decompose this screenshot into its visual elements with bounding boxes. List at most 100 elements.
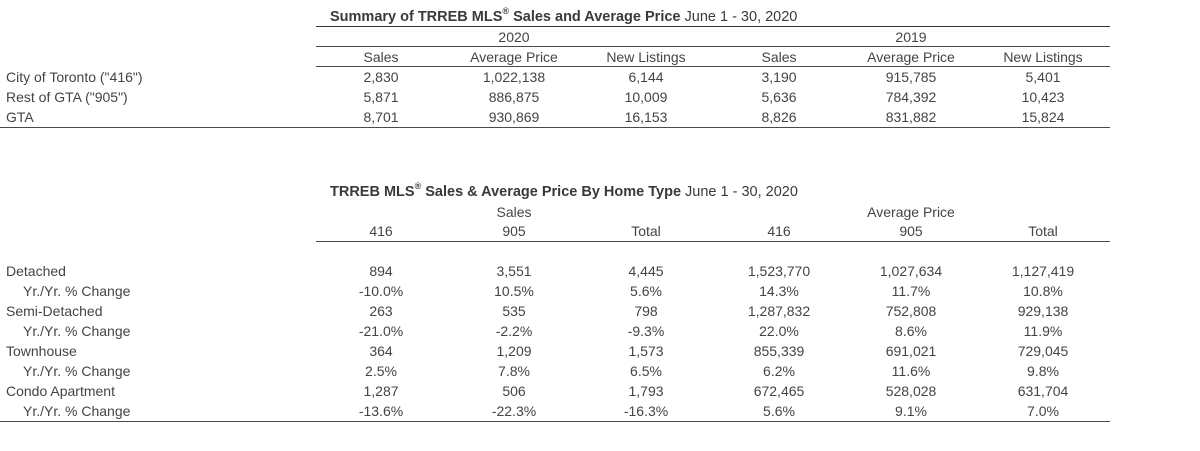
table-cell: 1,027,634	[879, 263, 943, 279]
table-cell: 3,190	[761, 69, 797, 85]
table-1-bottom-rule	[0, 127, 1110, 128]
table-cell: 10,423	[1021, 89, 1065, 105]
table-cell: 1,209	[496, 343, 532, 359]
registered-mark: ®	[502, 6, 510, 16]
column-header: 416	[767, 223, 791, 239]
table-cell: -9.3%	[627, 323, 665, 339]
table-cell: 1,022,138	[482, 69, 546, 85]
table-cell: 729,045	[1017, 343, 1069, 359]
home-type-label: Townhouse	[6, 343, 77, 359]
table-cell: 15,824	[1021, 109, 1065, 125]
title-bold-rest: Sales and Average Price	[509, 8, 681, 25]
table-cell: 8.6%	[895, 323, 927, 339]
table-cell: 1,287,832	[747, 303, 811, 319]
table-cell: 10.8%	[1023, 283, 1063, 299]
table-cell: 631,704	[1017, 383, 1069, 399]
table-2-header-rule	[316, 241, 1110, 242]
table-cell: 5,401	[1025, 69, 1061, 85]
column-header: New Listings	[1003, 49, 1083, 65]
row-label: GTA	[6, 109, 34, 125]
table-cell: 7.0%	[1027, 403, 1059, 419]
column-header: Average Price	[867, 49, 955, 65]
table-cell: 6.5%	[630, 363, 662, 379]
table-cell: 3,551	[496, 263, 532, 279]
table-cell: 930,869	[488, 109, 540, 125]
table-cell: 14.3%	[759, 283, 799, 299]
table-cell: 4,445	[628, 263, 664, 279]
table-cell: 1,287	[363, 383, 399, 399]
table-cell: 9.1%	[895, 403, 927, 419]
table-cell: -2.2%	[495, 323, 533, 339]
column-header: Average Price	[470, 49, 558, 65]
change-row-label: Yr./Yr. % Change	[23, 323, 131, 339]
change-row-label: Yr./Yr. % Change	[23, 363, 131, 379]
column-header: Total	[1028, 223, 1058, 239]
table-cell: 2.5%	[365, 363, 397, 379]
table-cell: 929,138	[1017, 303, 1069, 319]
table-cell: 535	[502, 303, 526, 319]
table-cell: 5,636	[761, 89, 797, 105]
table-cell: 364	[369, 343, 393, 359]
title-date: June 1 - 30, 2020	[681, 183, 798, 200]
table-cell: 11.9%	[1023, 323, 1063, 339]
title-bold-rest: Sales & Average Price By Home Type	[421, 183, 682, 200]
table-cell: 528,028	[885, 383, 937, 399]
title-date: June 1 - 30, 2020	[680, 8, 798, 25]
table-cell: 2,830	[363, 69, 399, 85]
table-cell: -13.6%	[358, 403, 404, 419]
table-cell: 831,882	[885, 109, 937, 125]
table-cell: 11.6%	[891, 363, 931, 379]
change-row-label: Yr./Yr. % Change	[23, 403, 131, 419]
table-cell: 506	[502, 383, 526, 399]
column-header: 416	[369, 223, 393, 239]
table-cell: -16.3%	[623, 403, 669, 419]
table-2-title: TRREB MLS® Sales & Average Price By Home…	[330, 181, 798, 200]
registered-mark: ®	[414, 181, 422, 191]
row-label: City of Toronto ("416")	[6, 69, 143, 85]
table-cell: 11.7%	[891, 283, 931, 299]
table-cell: 855,339	[753, 343, 805, 359]
table-cell: 1,127,419	[1011, 263, 1075, 279]
title-bold: TRREB MLS	[330, 183, 415, 200]
table-cell: 5.6%	[763, 403, 795, 419]
column-header: Sales	[363, 49, 399, 65]
table-cell: 6.2%	[763, 363, 795, 379]
table-cell: 1,573	[628, 343, 664, 359]
table-cell: 5.6%	[630, 283, 662, 299]
table-cell: 5,871	[363, 89, 399, 105]
sales-group-header: Sales	[496, 204, 532, 220]
table-1-top-rule	[316, 26, 1110, 27]
table-1-title: Summary of TRREB MLS® Sales and Average …	[330, 6, 798, 25]
home-type-label: Detached	[6, 263, 66, 279]
table-cell: 10,009	[624, 89, 668, 105]
table-cell: 798	[634, 303, 658, 319]
average-price-group-header: Average Price	[867, 204, 955, 220]
table-cell: 784,392	[885, 89, 937, 105]
home-type-label: Semi-Detached	[6, 303, 103, 319]
table-cell: 752,808	[885, 303, 937, 319]
table-cell: 915,785	[885, 69, 937, 85]
table-cell: 9.8%	[1027, 363, 1059, 379]
table-cell: 263	[369, 303, 393, 319]
year-2019-header: 2019	[895, 29, 927, 45]
table-cell: 691,021	[885, 343, 937, 359]
table-cell: 22.0%	[759, 323, 799, 339]
column-header: New Listings	[606, 49, 686, 65]
table-cell: 894	[369, 263, 393, 279]
column-header: 905	[502, 223, 526, 239]
table-cell: 16,153	[624, 109, 668, 125]
table-cell: -21.0%	[358, 323, 404, 339]
table-cell: 8,701	[363, 109, 399, 125]
column-header: 905	[899, 223, 923, 239]
table-cell: 1,793	[628, 383, 664, 399]
column-header: Sales	[761, 49, 797, 65]
table-cell: -22.3%	[491, 403, 537, 419]
title-bold: Summary of TRREB MLS	[330, 8, 503, 25]
table-cell: 672,465	[753, 383, 805, 399]
table-1-year-rule	[316, 46, 1110, 47]
table-cell: -10.0%	[358, 283, 404, 299]
column-header: Total	[631, 223, 661, 239]
home-type-label: Condo Apartment	[6, 383, 115, 399]
table-1-header-rule	[316, 66, 1110, 67]
table-2-bottom-rule	[0, 421, 1110, 422]
